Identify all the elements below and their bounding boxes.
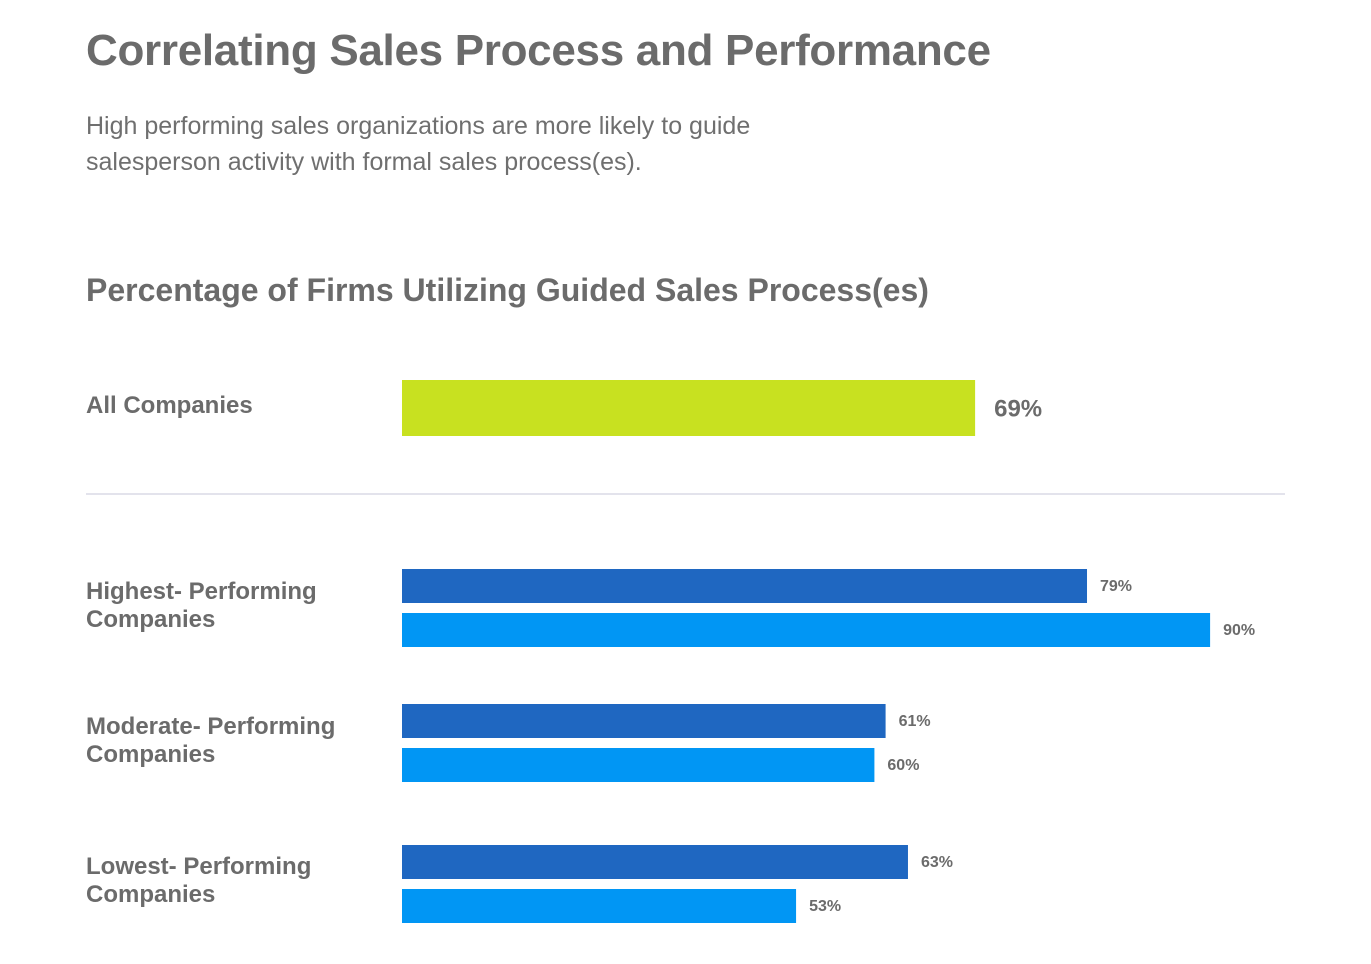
bar-series_a-2 bbox=[402, 845, 908, 879]
bar-series_b-0 bbox=[402, 613, 1211, 647]
bar-series_b-1 bbox=[402, 748, 875, 782]
data-label-series_a-1: 61% bbox=[899, 713, 931, 730]
data-label-all-companies: 69% bbox=[994, 395, 1042, 422]
category-label-line: Companies bbox=[86, 606, 216, 633]
bar-series_a-1 bbox=[402, 704, 886, 738]
data-label-series_a-0: 79% bbox=[1100, 578, 1132, 595]
page-subtitle: High performing sales organizations are … bbox=[86, 112, 751, 176]
category-label-moderate: Moderate- Performing Companies bbox=[86, 713, 386, 769]
category-label-all-companies: All Companies bbox=[86, 392, 253, 419]
bar-series_b-2 bbox=[402, 889, 797, 923]
category-label-line: Moderate- Performing bbox=[86, 713, 336, 740]
chart-title: Percentage of Firms Utilizing Guided Sal… bbox=[86, 272, 929, 308]
bar-series_a-0 bbox=[402, 569, 1088, 603]
data-label-series_b-1: 60% bbox=[887, 757, 919, 774]
category-label-highest: Highest- Performing Companies bbox=[86, 578, 386, 634]
category-label-line: Companies bbox=[86, 881, 216, 908]
data-label-series_a-2: 63% bbox=[921, 854, 953, 871]
category-label-line: Companies bbox=[86, 741, 216, 768]
page-title: Correlating Sales Process and Performanc… bbox=[86, 26, 991, 75]
category-label-line: Highest- Performing bbox=[86, 578, 317, 605]
divider bbox=[86, 493, 1285, 495]
data-label-series_b-0: 90% bbox=[1223, 622, 1255, 639]
data-label-series_b-2: 53% bbox=[809, 898, 841, 915]
bar-all-companies bbox=[402, 380, 976, 436]
category-label-line: Lowest- Performing bbox=[86, 853, 312, 880]
category-label-lowest: Lowest- Performing Companies bbox=[86, 853, 386, 909]
